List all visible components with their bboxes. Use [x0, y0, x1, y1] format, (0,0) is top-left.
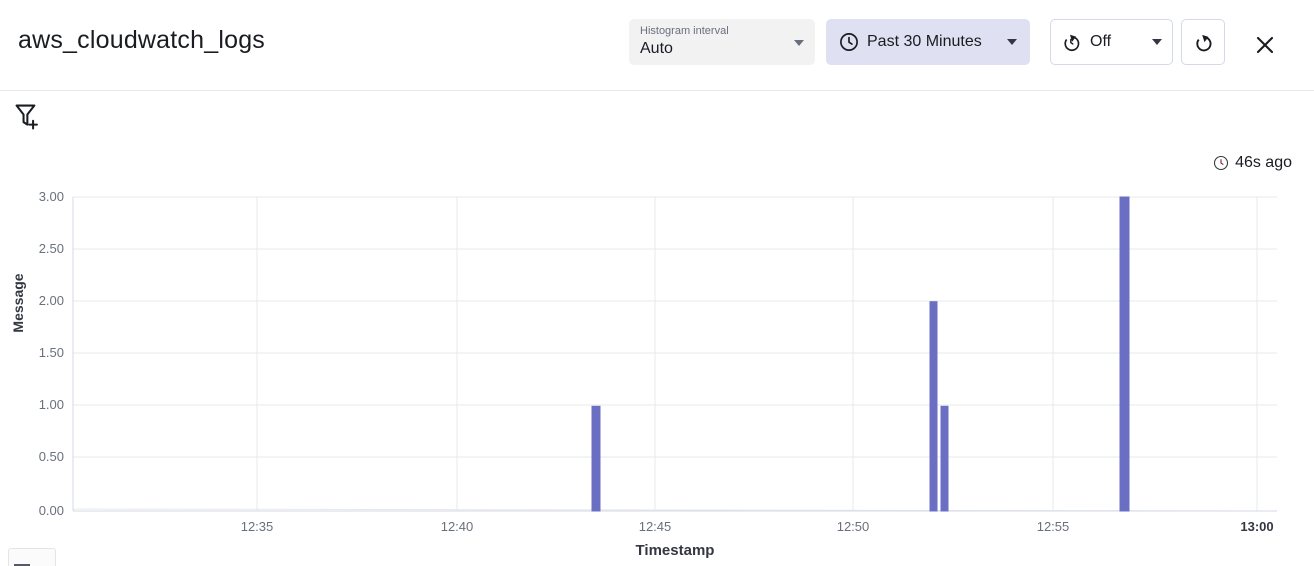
- svg-text:12:50: 12:50: [837, 519, 870, 534]
- svg-text:2.00: 2.00: [39, 293, 64, 308]
- svg-text:1.00: 1.00: [39, 397, 64, 412]
- svg-text:Timestamp: Timestamp: [636, 542, 715, 559]
- svg-text:12:35: 12:35: [241, 519, 274, 534]
- svg-text:3.00: 3.00: [39, 189, 64, 204]
- svg-text:Message: Message: [10, 273, 26, 332]
- svg-text:2.50: 2.50: [39, 241, 64, 256]
- svg-text:1.50: 1.50: [39, 345, 64, 360]
- svg-text:12:55: 12:55: [1037, 519, 1070, 534]
- svg-text:0.00: 0.00: [39, 503, 64, 518]
- svg-text:12:40: 12:40: [441, 519, 474, 534]
- svg-text:13:00: 13:00: [1240, 519, 1273, 534]
- svg-text:0.50: 0.50: [39, 449, 64, 464]
- svg-text:12:45: 12:45: [639, 519, 672, 534]
